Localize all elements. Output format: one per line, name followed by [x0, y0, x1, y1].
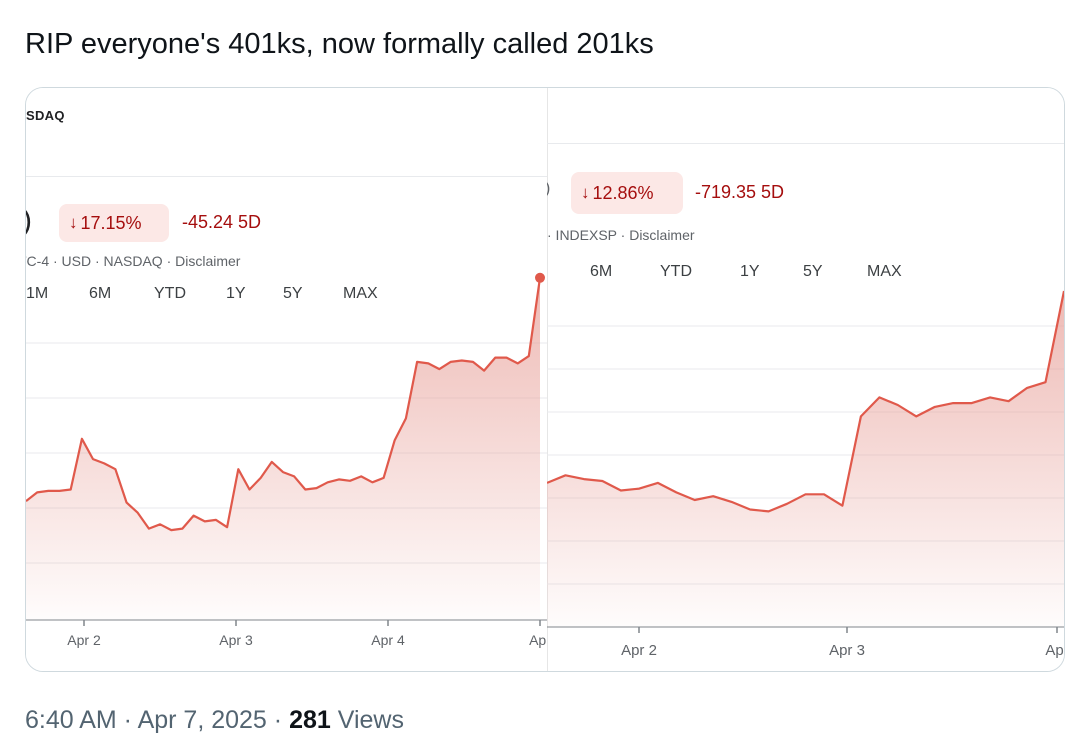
range-tab-1y[interactable]: 1Y — [226, 285, 246, 302]
quote-meta: TC-4 · USD · NASDAQ · Disclaimer — [26, 253, 241, 269]
tweet-time[interactable]: 6:40 AM — [25, 706, 117, 734]
percent-change-chip: ↓ 12.86% — [571, 172, 683, 214]
arrow-down-icon: ↓ — [69, 213, 78, 232]
range-tabs: 6M YTD 1Y 5Y MAX — [590, 263, 902, 281]
x-tick-label: Apr — [1045, 642, 1064, 659]
range-tab-1m[interactable]: 1M — [26, 285, 49, 302]
separator: · — [266, 706, 290, 734]
range-tab-max[interactable]: MAX — [343, 285, 378, 302]
absolute-change: -719.35 5D — [695, 182, 785, 202]
price-fragment: ) — [547, 180, 550, 198]
price-fragment: ) — [26, 204, 32, 238]
series-line — [26, 277, 542, 532]
range-tab-ytd[interactable]: YTD — [660, 263, 692, 280]
series-line — [547, 290, 1064, 513]
range-tab-ytd[interactable]: YTD — [154, 285, 186, 302]
range-tab-5y[interactable]: 5Y — [283, 285, 303, 302]
quote-meta: · INDEXSP · Disclaimer — [547, 227, 695, 243]
range-tab-6m[interactable]: 6M — [590, 263, 613, 280]
area-fill — [26, 277, 540, 620]
views-label: Views — [330, 706, 404, 734]
tweet-date[interactable]: Apr 7, 2025 — [137, 706, 267, 734]
range-tab-1y[interactable]: 1Y — [740, 263, 760, 280]
right-chart-panel: ) ↓ 12.86% -719.35 5D · INDEXSP · Discla… — [547, 88, 1064, 671]
x-tick-label: Apr 3 — [219, 632, 253, 648]
tweet-text: RIP everyone's 401ks, now formally calle… — [25, 28, 654, 60]
divider — [547, 143, 1064, 144]
last-point-marker — [535, 272, 545, 283]
range-tab-max[interactable]: MAX — [867, 263, 902, 280]
x-tick-label: Apr 4 — [371, 632, 405, 648]
range-tab-5y[interactable]: 5Y — [803, 263, 823, 280]
x-tick-label: Apr 2 — [67, 632, 101, 648]
percent-change: 17.15% — [80, 212, 142, 233]
area-fill — [547, 291, 1064, 627]
x-tick-label: Apr — [529, 632, 547, 648]
percent-change-chip: ↓ 17.15% — [59, 204, 169, 242]
divider — [26, 176, 547, 177]
range-tabs: 1M 6M YTD 1Y 5Y MAX — [26, 285, 378, 303]
right-price-chart[interactable]: Apr 2 Apr 3 Apr — [547, 88, 1064, 671]
left-price-chart[interactable]: Apr 2 Apr 3 Apr 4 Apr — [26, 88, 547, 671]
tweet-media[interactable]: SDAQ ) ↓ 17.15% -45.24 5D TC-4 · USD · N… — [25, 87, 1065, 672]
x-tick-label: Apr 2 — [621, 642, 657, 659]
separator: · — [116, 706, 138, 734]
tweet-footer: 6:40 AM · Apr 7, 2025 · 281 Views — [25, 706, 404, 735]
views-count: 281 — [289, 706, 331, 734]
absolute-change: -45.24 5D — [182, 212, 262, 232]
range-tab-6m[interactable]: 6M — [89, 285, 112, 302]
arrow-down-icon: ↓ — [581, 183, 590, 202]
x-tick-label: Apr 3 — [829, 642, 865, 659]
percent-change: 12.86% — [592, 182, 654, 203]
exchange-label: SDAQ — [26, 108, 65, 123]
left-chart-panel: SDAQ ) ↓ 17.15% -45.24 5D TC-4 · USD · N… — [26, 88, 547, 671]
